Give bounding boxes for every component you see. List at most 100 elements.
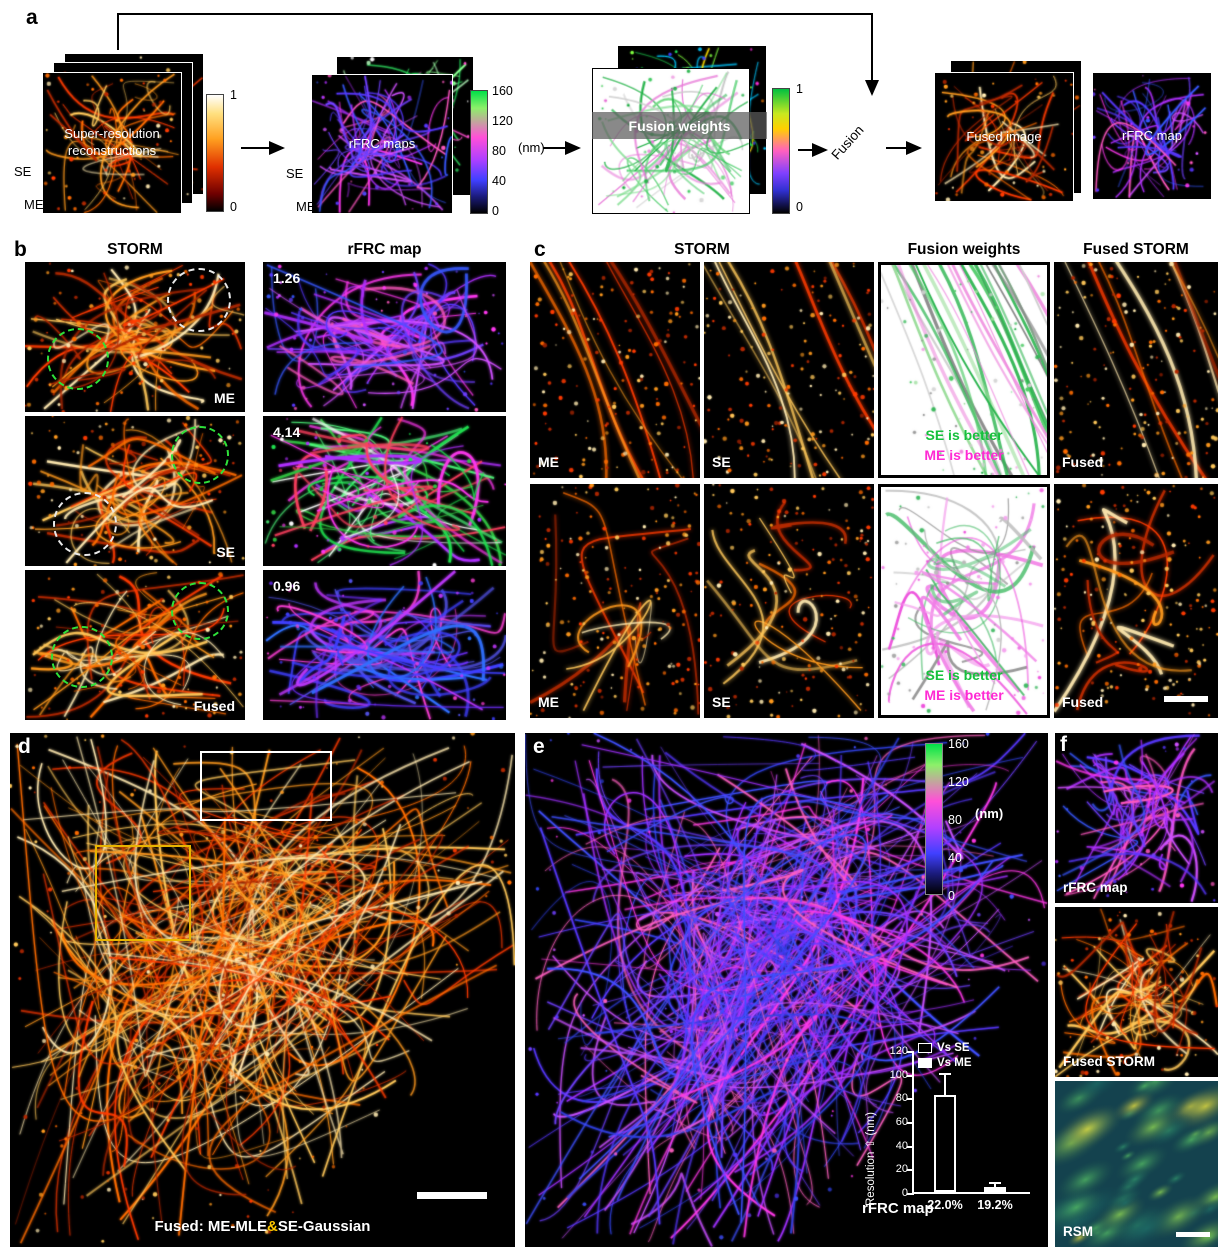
roi-circle-white — [53, 492, 117, 556]
chart-plot-area: 0 20 40 60 80 100 120 22.0% 19.2% — [890, 1045, 1030, 1212]
panel-f-rfrc-label: rFRC map — [1063, 880, 1128, 895]
rfrc-colorbar-e — [925, 743, 943, 895]
rfrc-stack-title: rFRC maps — [348, 135, 416, 151]
c2-se-canvas — [704, 484, 874, 718]
rfrc-value-fused: 0.96 — [273, 578, 301, 594]
c2-me-canvas — [530, 484, 700, 718]
y-tick-label: 120 — [889, 1045, 908, 1057]
y-tick-label: 40 — [895, 1139, 908, 1152]
y-tick — [907, 1098, 914, 1101]
panel-c-header-storm: STORM — [674, 241, 730, 258]
e-cb-tick-160: 160 — [948, 737, 969, 751]
e-cb-tick-40: 40 — [948, 851, 962, 865]
hot-colorbar-top-tick: 1 — [230, 88, 237, 102]
rfrc-canvas-me — [312, 75, 452, 213]
panel-b-header-storm: STORM — [107, 241, 163, 258]
storm-se-image: SE — [25, 416, 245, 566]
panel-f-rfrc-canvas — [1055, 733, 1218, 903]
panel-f-rfrc-image: f rFRC map — [1055, 733, 1218, 903]
e-cb-tick-120: 120 — [948, 775, 969, 789]
roi-circle-white — [167, 268, 231, 332]
rfrc-cb-tick-80: 80 — [492, 144, 506, 158]
panel-f-rsm-label: RSM — [1063, 1224, 1093, 1239]
y-tick — [907, 1193, 914, 1195]
legend-item: Vs ME — [918, 1057, 972, 1069]
c2-fused-canvas — [1054, 484, 1218, 718]
flow-arrows-svg — [117, 13, 922, 157]
c1-se-canvas — [704, 262, 874, 478]
c2-weights-image: SE is better ME is better — [878, 484, 1050, 718]
y-tick-label: 0 — [901, 1187, 908, 1199]
panel-d-image: d Fused: ME-MLE&SE-Gaussian — [10, 733, 515, 1247]
legend-swatch — [918, 1043, 932, 1053]
y-tick — [907, 1122, 914, 1124]
weights-canvas-front — [593, 69, 749, 213]
fused-image-title: Fused image — [966, 128, 1042, 144]
y-tick — [907, 1145, 914, 1148]
rfrc-value-me: 1.26 — [273, 270, 301, 286]
panel-e-image: e rFRC map — [525, 733, 1048, 1247]
recon-stack-title: Super-resolution reconstructions — [64, 126, 160, 158]
panel-label-f: f — [1060, 733, 1067, 756]
panel-f-fused-canvas — [1055, 907, 1218, 1077]
c1-se-image: SE — [704, 262, 874, 478]
rfrc-map-se-canvas — [263, 416, 506, 566]
resolution-inset-chart: Resolution ⇧ (nm) 0 20 40 60 80 100 120 22.0% 19… — [860, 1040, 1045, 1245]
y-tick-label: 60 — [895, 1116, 908, 1128]
storm-me-image: ME — [25, 262, 245, 412]
panel-f-fused-label: Fused STORM — [1063, 1054, 1156, 1069]
error-bar — [944, 1073, 946, 1095]
weights-cb-bottom-tick: 0 — [796, 200, 803, 214]
roi-circle-green — [171, 582, 229, 640]
rfrc-cb-tick-40: 40 — [492, 174, 506, 188]
recon-frame-front: Super-resolution reconstructions — [42, 72, 182, 214]
e-cb-tick-0: 0 — [948, 889, 955, 903]
roi-rect-white — [200, 751, 332, 821]
legend-label: Vs SE — [937, 1042, 970, 1054]
c1-fused-label: Fused — [1062, 454, 1104, 470]
small-rfrc-canvas — [1093, 73, 1211, 199]
panel-label-c: c — [534, 238, 546, 261]
rfrc-map-me-image: 1.26 — [263, 262, 506, 412]
rfrc-cb-unit: (nm) — [518, 140, 545, 155]
chart-y-axis-label: Resolution ⇧ (nm) — [865, 1112, 877, 1206]
c1-me-canvas — [530, 262, 700, 478]
chart-legend: Vs SE Vs ME — [918, 1042, 972, 1069]
y-tick — [907, 1169, 914, 1172]
error-bar-cap — [989, 1181, 1001, 1184]
weights-frame-front — [592, 68, 750, 214]
c1-fused-image: Fused — [1054, 262, 1218, 478]
storm-me-label: ME — [214, 390, 235, 406]
error-bar-cap — [939, 1072, 951, 1075]
weights-colorbar — [772, 88, 790, 214]
c2-se-label: SE — [712, 694, 731, 710]
c1-me-label: ME — [538, 454, 559, 470]
se-is-better-text: SE is better — [925, 427, 1003, 443]
rfrc-value-se: 4.14 — [273, 424, 301, 440]
panel-e-map-label: rFRC map — [862, 1200, 934, 1217]
panel-c-header-fused: Fused STORM — [1083, 241, 1189, 258]
rfrc-cb-tick-0: 0 — [492, 204, 499, 218]
small-rfrc-title: rFRC map — [1122, 127, 1182, 143]
storm-fused-label: Fused — [193, 698, 235, 714]
roi-circle-green — [171, 426, 229, 484]
weights-stack-title: Fusion weights — [592, 112, 767, 139]
caption-suffix: SE-Gaussian — [277, 1218, 371, 1235]
storm-fused-image: Fused — [25, 570, 245, 720]
fused-canvas-front — [935, 73, 1073, 201]
x-tick-label: 22.0% — [927, 1198, 963, 1212]
panel-f-fused-image: Fused STORM — [1055, 907, 1218, 1077]
roi-rect-yellow — [95, 845, 191, 941]
scale-bar — [1176, 1232, 1210, 1237]
panel-label-b: b — [14, 238, 27, 261]
rfrc-cb-tick-120: 120 — [492, 114, 513, 128]
bar-vs-me — [984, 1187, 1006, 1192]
panel-b-header-rfrc: rFRC map — [347, 241, 422, 258]
y-tick-label: 80 — [895, 1092, 908, 1105]
roi-circle-green — [51, 626, 113, 688]
panel-label-e: e — [533, 735, 545, 758]
legend-label: Vs ME — [937, 1057, 972, 1069]
c2-fused-image: Fused — [1054, 484, 1218, 718]
rfrc-me-label: ME — [296, 199, 316, 214]
c2-fused-label: Fused — [1062, 694, 1104, 710]
